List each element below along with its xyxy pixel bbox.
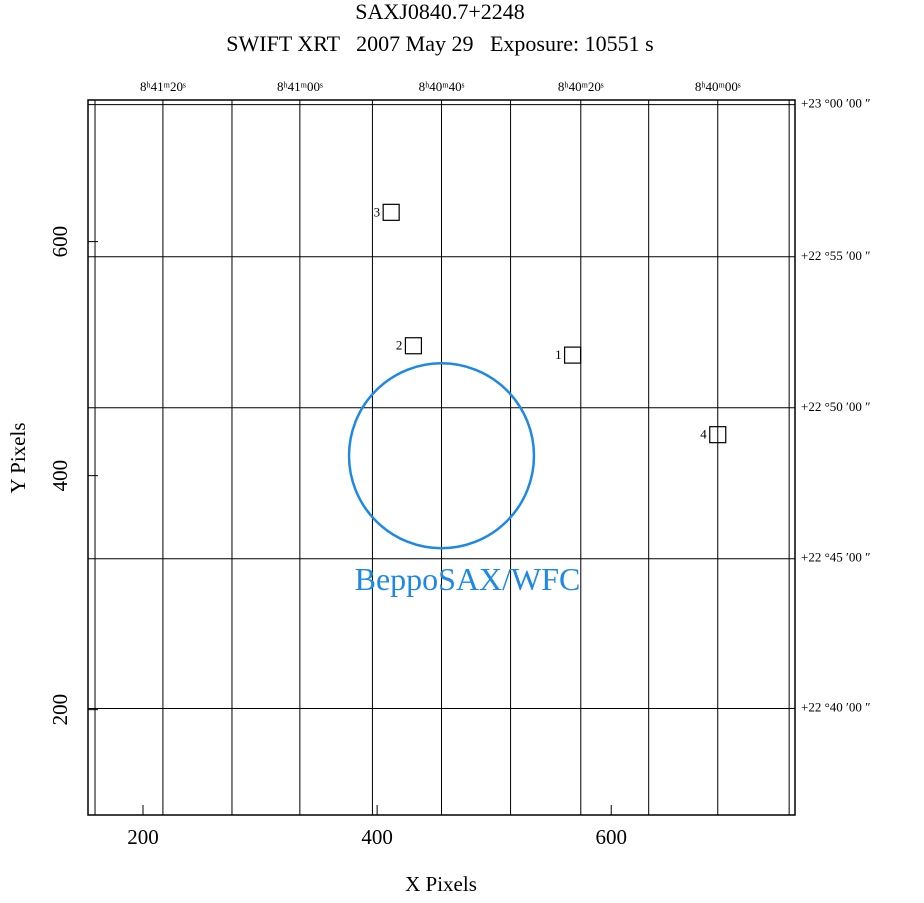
source-box [405,338,421,354]
chart-title: SAXJ0840.7+2248 [355,0,524,24]
ra-tick-label: 8ʰ40ᵐ40ˢ [419,79,465,94]
source-label: 2 [396,338,403,353]
source-label: 4 [700,427,707,442]
error-circle-label: BeppoSAX/WFC [355,561,581,597]
chart: SAXJ0840.7+2248 SWIFT XRT 2007 May 29 Ex… [0,0,924,903]
source-box [565,347,581,363]
ra-tick-label: 8ʰ41ᵐ00ˢ [277,79,323,94]
y-tick-label: 400 [48,460,72,492]
dec-tick-label: +22 °50 ′00 ″ [801,399,871,414]
dec-tick-label: +22 °55 ′00 ″ [801,248,871,263]
ra-tick-label: 8ʰ40ᵐ00ˢ [695,79,741,94]
x-tick-label: 400 [361,825,393,849]
source-label: 1 [555,347,562,362]
source-label: 3 [374,204,381,219]
x-tick-label: 200 [127,825,159,849]
x-tick-label: 600 [595,825,627,849]
dec-tick-label: +22 °45 ′00 ″ [801,550,871,565]
source-box [383,204,399,220]
ra-tick-label: 8ʰ41ᵐ20ˢ [140,79,186,94]
y-tick-label: 600 [48,226,72,258]
y-tick-label: 200 [48,694,72,726]
ra-tick-label: 8ʰ40ᵐ20ˢ [558,79,604,94]
y-axis-label: Y Pixels [6,423,30,494]
chart-subtitle: SWIFT XRT 2007 May 29 Exposure: 10551 s [226,31,653,56]
dec-tick-label: +22 °40 ′00 ″ [801,699,871,714]
x-axis-label: X Pixels [405,872,477,896]
dec-tick-label: +23 °00 ′00 ″ [801,96,871,111]
